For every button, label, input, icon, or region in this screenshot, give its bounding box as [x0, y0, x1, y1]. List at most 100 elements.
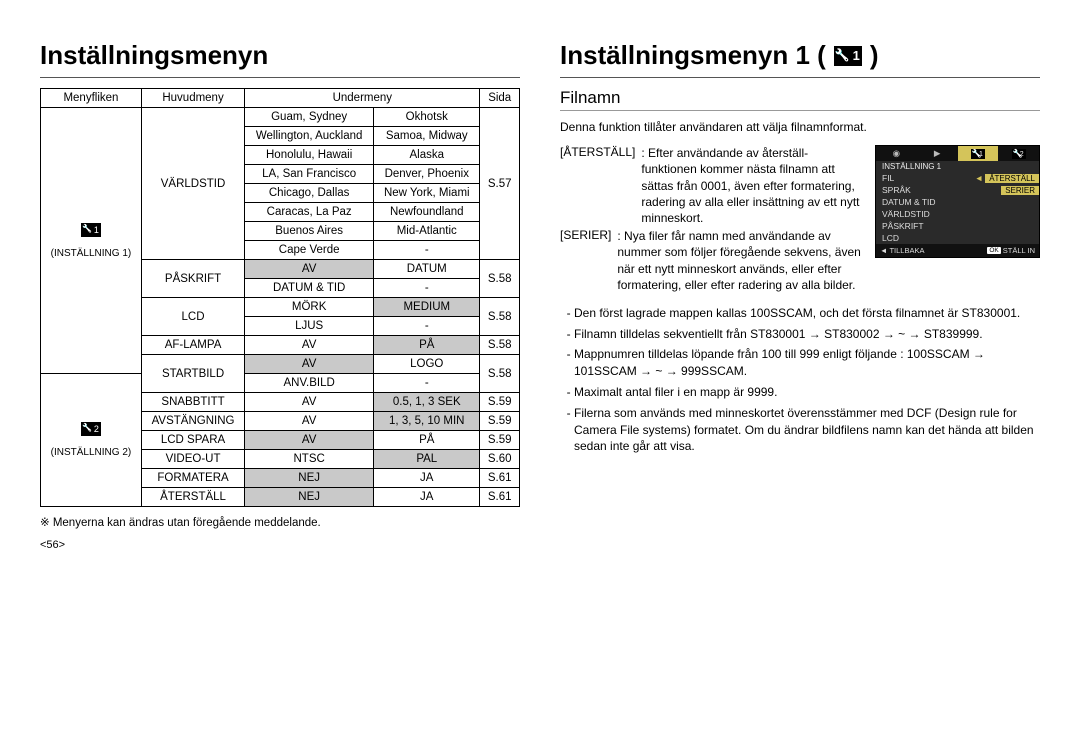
table-cell: Caracas, La Paz: [245, 203, 374, 222]
table-cell: -: [374, 279, 480, 298]
title-rule: [40, 77, 520, 78]
bullet-list: Den först lagrade mappen kallas 100SSCAM…: [560, 305, 1040, 455]
table-cell: Denver, Phoenix: [374, 165, 480, 184]
left-arrow-icon: ◄: [975, 173, 983, 183]
table-cell: ANV.BILD: [245, 374, 374, 393]
menu-table: Menyfliken Huvudmeny Undermeny Sida 1 (I…: [40, 88, 520, 507]
cam-tabs: ◉ ▶ 1 2: [876, 146, 1039, 161]
table-cell: Okhotsk: [374, 108, 480, 127]
bullet-item: Filerna som används med minneskortet öve…: [574, 405, 1040, 455]
cam-ok: OKSTÄLL IN: [987, 246, 1035, 255]
table-cell: MEDIUM: [374, 298, 480, 317]
table-cell: LA, San Francisco: [245, 165, 374, 184]
def-text: : Nya filer får namn med användande av n…: [617, 228, 863, 293]
table-cell: NTSC: [245, 450, 374, 469]
table-cell: Cape Verde: [245, 241, 374, 260]
menu-video-ut: VIDEO-UT: [141, 450, 244, 469]
table-cell: Mid-Atlantic: [374, 222, 480, 241]
table-cell: NEJ: [245, 469, 374, 488]
table-cell: PÅ: [374, 336, 480, 355]
menu-lcd-spara: LCD SPARA: [141, 431, 244, 450]
cam-row-label: VÄRLDSTID: [882, 209, 1039, 219]
menu-lcd: LCD: [141, 298, 244, 336]
table-cell: Guam, Sydney: [245, 108, 374, 127]
def-serier: [SERIER] : Nya filer får namn med använd…: [560, 228, 863, 293]
bullet-item: Filnamn tilldelas sekventiellt från ST83…: [574, 326, 1040, 343]
page-varldstid: S.57: [480, 108, 520, 260]
table-cell: PAL: [374, 450, 480, 469]
table-cell: Chicago, Dallas: [245, 184, 374, 203]
table-cell: -: [374, 317, 480, 336]
cam-back-label: TILLBAKA: [889, 246, 924, 255]
th-huvudmeny: Huvudmeny: [141, 89, 244, 108]
bullet-item: Den först lagrade mappen kallas 100SSCAM…: [574, 305, 1040, 322]
table-cell: Wellington, Auckland: [245, 127, 374, 146]
cam-row-label: FIL: [882, 173, 975, 183]
cam-row: VÄRLDSTID: [876, 208, 1039, 220]
menu-af-lampa: AF-LAMPA: [141, 336, 244, 355]
page-number: <56>: [40, 539, 520, 551]
footnote: ※ Menyerna kan ändras utan föregående me…: [40, 515, 520, 529]
right-title-prefix: Inställningsmenyn 1 (: [560, 40, 826, 71]
tab1-label: (INSTÄLLNING 1): [51, 248, 132, 259]
intro-text: Denna funktion tillåter användaren att v…: [560, 119, 1040, 135]
table-cell: Samoa, Midway: [374, 127, 480, 146]
table-cell: AV: [245, 260, 374, 279]
ok-icon: OK: [987, 247, 1000, 254]
tab1-cell: 1 (INSTÄLLNING 1): [41, 108, 142, 374]
left-title: Inställningsmenyn: [40, 40, 520, 71]
cam-row: FIL◄ÅTERSTÄLL: [876, 172, 1039, 184]
cam-back: ◄TILLBAKA: [880, 246, 924, 255]
cam-row: LCD: [876, 232, 1039, 244]
right-title: Inställningsmenyn 1 ( 1 ): [560, 40, 1040, 71]
table-cell: AV: [245, 355, 374, 374]
table-cell: DATUM & TID: [245, 279, 374, 298]
left-arrow-icon: ◄: [880, 246, 887, 255]
table-cell: NEJ: [245, 488, 374, 507]
bullet-item: Mappnumren tilldelas löpande från 100 ti…: [574, 346, 1040, 380]
left-column: Inställningsmenyn Menyfliken Huvudmeny U…: [40, 40, 520, 551]
table-cell: MÖRK: [245, 298, 374, 317]
cam-ok-label: STÄLL IN: [1003, 246, 1035, 255]
cam-row: PÅSKRIFT: [876, 220, 1039, 232]
cam-row-label: LCD: [882, 233, 1039, 243]
cam-row-label: PÅSKRIFT: [882, 221, 1039, 231]
table-cell: Buenos Aires: [245, 222, 374, 241]
cam-row-value: ÅTERSTÄLL: [985, 174, 1039, 183]
cam-row-value: SERIER: [1001, 186, 1039, 195]
th-undermeny: Undermeny: [245, 89, 480, 108]
table-cell: -: [374, 241, 480, 260]
cam-tab-icon: ▶: [917, 146, 958, 161]
table-cell: JA: [374, 488, 480, 507]
title-rule: [560, 77, 1040, 78]
table-cell: S.60: [480, 450, 520, 469]
def-text: : Efter användande av återställ-funktion…: [641, 145, 863, 226]
menu-varldstid: VÄRLDSTID: [141, 108, 244, 260]
table-cell: AV: [245, 431, 374, 450]
table-cell: 1, 3, 5, 10 MIN: [374, 412, 480, 431]
cam-row-label: SPRÅK: [882, 185, 1001, 195]
menu-snabbtitt: SNABBTITT: [141, 393, 244, 412]
def-label: [ÅTERSTÄLL]: [560, 145, 635, 226]
table-cell: Honolulu, Hawaii: [245, 146, 374, 165]
bullet-item: Maximalt antal filer i en mapp är 9999.: [574, 384, 1040, 401]
menu-aterstall: ÅTERSTÄLL: [141, 488, 244, 507]
table-cell: Alaska: [374, 146, 480, 165]
cam-tab-icon: ◉: [876, 146, 917, 161]
table-cell: LOGO: [374, 355, 480, 374]
right-column: Inställningsmenyn 1 ( 1 ) Filnamn Denna …: [560, 40, 1040, 551]
table-cell: New York, Miami: [374, 184, 480, 203]
th-menyfliken: Menyfliken: [41, 89, 142, 108]
cam-heading: INSTÄLLNING 1: [876, 161, 1039, 172]
cam-tab-icon: 2: [998, 146, 1039, 161]
table-cell: Newfoundland: [374, 203, 480, 222]
settings1-title-icon: 1: [834, 46, 862, 66]
cam-row: SPRÅKSERIER: [876, 184, 1039, 196]
tab2-label: (INSTÄLLNING 2): [51, 447, 132, 458]
table-cell: S.61: [480, 469, 520, 488]
cam-footer: ◄TILLBAKA OKSTÄLL IN: [876, 244, 1039, 257]
table-cell: -: [374, 374, 480, 393]
page-paskrift: S.58: [480, 260, 520, 298]
camera-lcd-preview: ◉ ▶ 1 2 INSTÄLLNING 1 FIL◄ÅTERSTÄLL SPRÅ…: [875, 145, 1040, 258]
def-label: [SERIER]: [560, 228, 611, 293]
